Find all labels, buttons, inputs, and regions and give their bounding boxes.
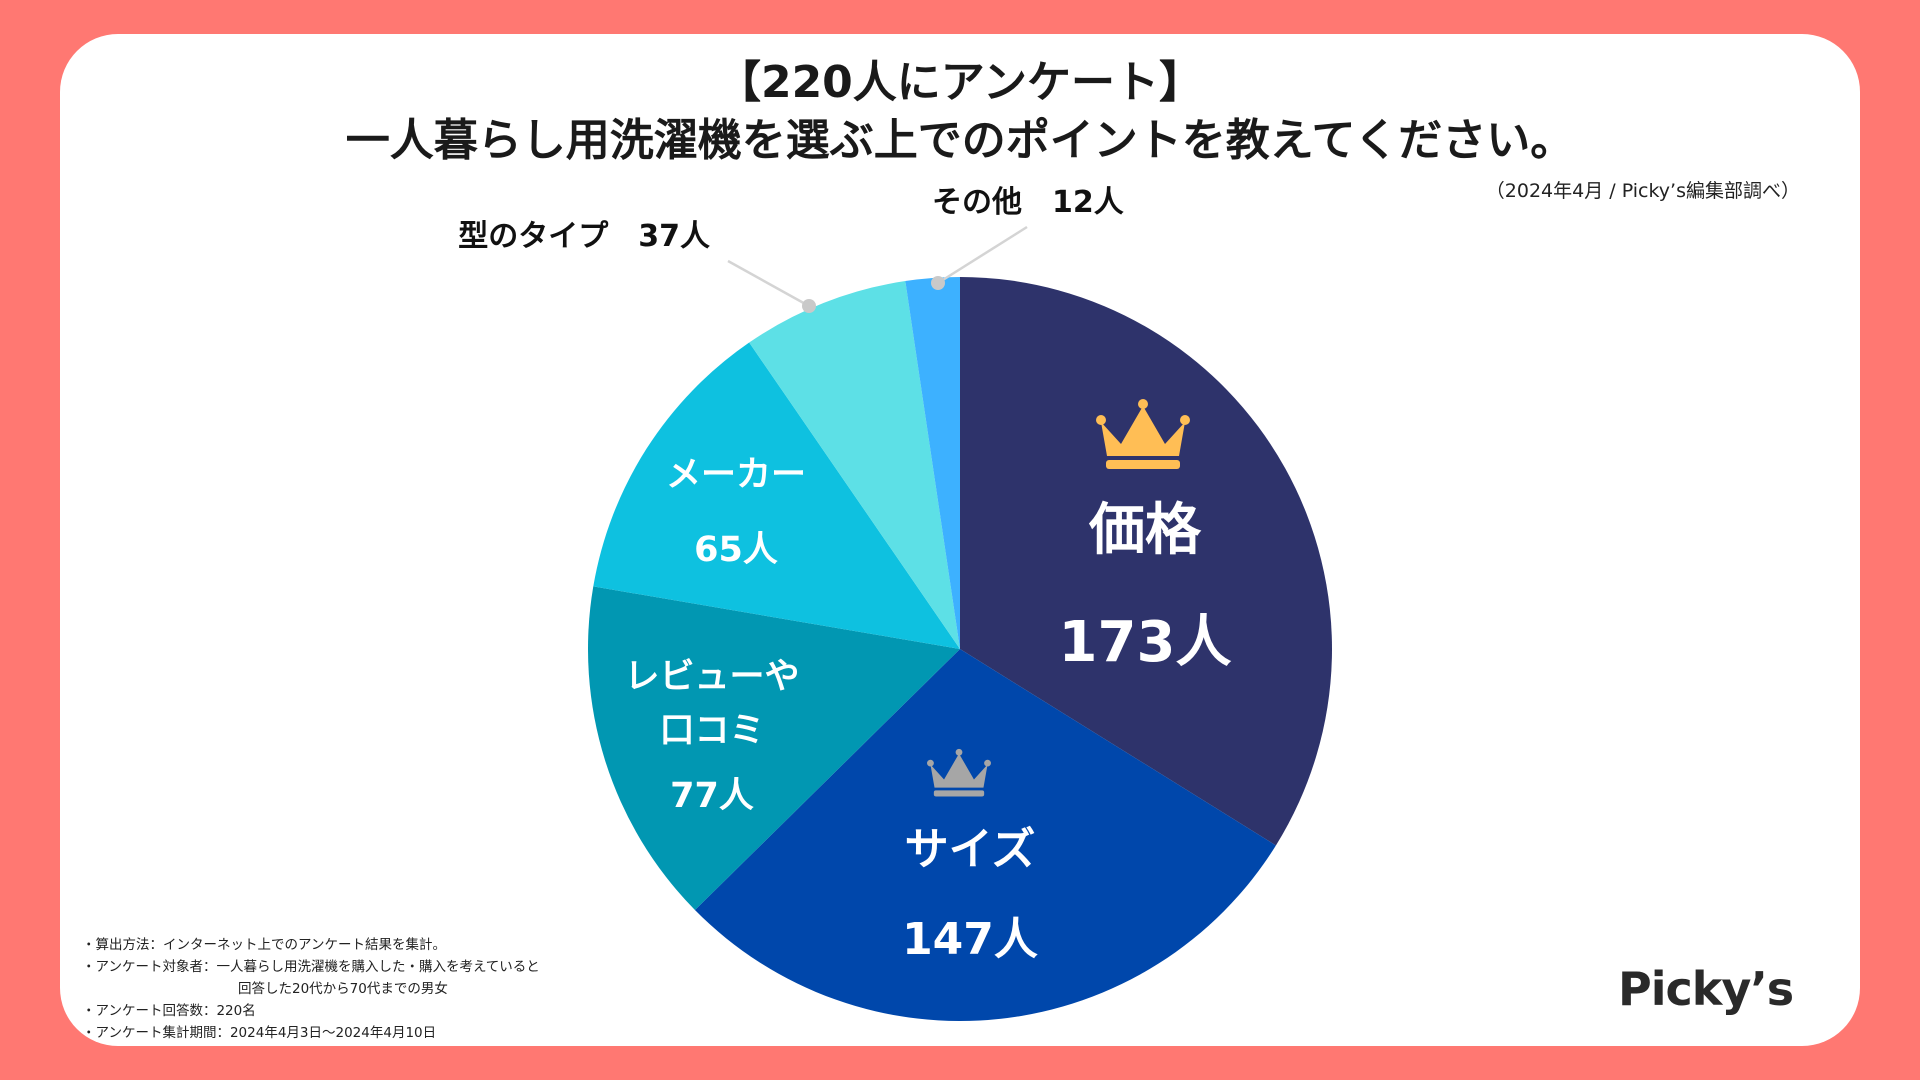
survey-notes: ・算出方法：インターネット上でのアンケート結果を集計。 ・アンケート対象者：一人… — [82, 934, 540, 1044]
title-line-2: 一人暮らし用洗濯機を選ぶ上でのポイントを教えてください。 — [345, 115, 1575, 166]
callout-leaders — [727, 225, 1028, 313]
note-method: ・算出方法：インターネット上でのアンケート結果を集計。 — [82, 937, 446, 953]
rank-crowns — [927, 399, 1190, 797]
pie-slice-2 — [587, 586, 960, 911]
slice-label-2: レビューや — [624, 657, 799, 697]
pie-slice-0 — [960, 277, 1332, 846]
callout-label-4: 型のタイプ 37人 — [458, 219, 710, 254]
pie-slice-4 — [749, 281, 960, 649]
slice-value-0: 173人 — [1059, 610, 1232, 675]
note-target-cont: 回答した20代から70代までの男女 — [238, 981, 448, 997]
source-note: （2024年4月 / Picky’s編集部調べ） — [1485, 180, 1800, 202]
pie-slice-1 — [694, 649, 1276, 1021]
note-target: ・アンケート対象者：一人暮らし用洗濯機を購入した・購入を考えていると — [82, 959, 540, 975]
slice-value-1: 147人 — [902, 914, 1038, 965]
leader-line-4 — [727, 259, 810, 308]
brand-logo: Picky’s — [1618, 962, 1794, 1016]
pie-slices — [587, 277, 1332, 1021]
pie-slice-3 — [593, 342, 960, 649]
note-period: ・アンケート集計期間：2024年4月3日〜2024年4月10日 — [82, 1025, 437, 1041]
pie-slice-5 — [905, 277, 960, 649]
slice-value-2: 77人 — [670, 776, 754, 816]
survey-card: 【220人にアンケート】 一人暮らし用洗濯機を選ぶ上でのポイントを教えてください… — [60, 34, 1860, 1046]
leader-line-5 — [937, 225, 1028, 285]
slice-label-2-line2: 口コミ — [659, 711, 764, 751]
crown-icon-silver — [927, 748, 991, 797]
slice-value-3: 65人 — [694, 530, 778, 570]
leader-dot-4 — [802, 299, 816, 313]
crown-icon-gold — [1096, 399, 1190, 469]
slice-label-1: サイズ — [905, 824, 1036, 875]
leader-dot-5 — [931, 276, 945, 290]
note-count: ・アンケート回答数：220名 — [82, 1003, 256, 1019]
slice-label-0: 価格 — [1088, 498, 1202, 563]
slice-label-3: メーカー — [666, 455, 806, 495]
callout-label-5: その他 12人 — [932, 185, 1124, 220]
title-line-1: 【220人にアンケート】 — [716, 57, 1204, 108]
